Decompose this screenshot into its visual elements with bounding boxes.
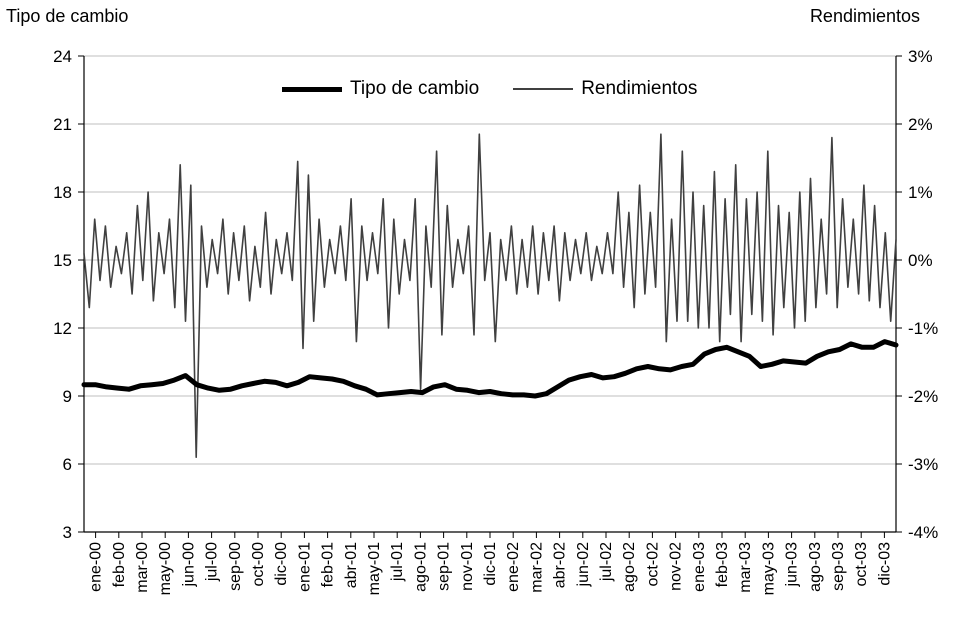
y-tick-label-right: 2% <box>908 115 933 134</box>
y-tick-label-left: 18 <box>53 183 72 202</box>
y-tick-label-right: 3% <box>908 47 933 66</box>
x-tick-label: abr-02 <box>552 542 569 588</box>
left-axis-title: Tipo de cambio <box>6 6 129 26</box>
x-tick-label: ago-02 <box>621 542 638 592</box>
x-tick-label: mar-02 <box>528 542 545 593</box>
x-tick-label: sep-01 <box>436 542 453 591</box>
x-tick-label: may-00 <box>157 542 174 595</box>
x-tick-label: jul-00 <box>204 542 221 582</box>
x-tick-label: jun-02 <box>575 542 592 588</box>
y-tick-label-right: 0% <box>908 251 933 270</box>
x-tick-label: jul-01 <box>389 542 406 582</box>
y-tick-label-left: 6 <box>63 455 72 474</box>
x-tick-label: feb-00 <box>111 542 128 587</box>
y-tick-label-right: -1% <box>908 319 938 338</box>
x-tick-label: ene-02 <box>505 542 522 592</box>
legend-label-tipo-de-cambio: Tipo de cambio <box>350 78 480 99</box>
x-tick-label: nov-02 <box>668 542 685 591</box>
y-tick-label-left: 24 <box>53 47 72 66</box>
x-tick-label: dic-00 <box>273 542 290 586</box>
legend: Tipo de cambio Rendimientos <box>282 78 697 100</box>
legend-label-rendimientos: Rendimientos <box>581 78 698 99</box>
x-tick-label: dic-03 <box>876 542 893 586</box>
y-tick-label-right: -2% <box>908 387 938 406</box>
x-tick-label: mar-03 <box>737 542 754 593</box>
y-tick-label-right: 1% <box>908 183 933 202</box>
x-tick-label: sep-00 <box>227 542 244 591</box>
y-tick-label-left: 9 <box>63 387 72 406</box>
x-tick-label: oct-03 <box>853 542 870 587</box>
x-tick-label: may-01 <box>366 542 383 595</box>
legend-swatch-thin <box>513 88 574 90</box>
x-tick-label: ago-01 <box>412 542 429 592</box>
x-tick-label: mar-00 <box>134 542 151 593</box>
legend-item-rendimientos: Rendimientos <box>513 78 697 100</box>
x-tick-label: jun-03 <box>784 542 801 588</box>
y-tick-label-left: 21 <box>53 115 72 134</box>
right-axis-title: Rendimientos <box>809 6 920 26</box>
y-tick-label-left: 3 <box>63 523 72 542</box>
x-tick-label: ago-03 <box>807 542 824 592</box>
x-tick-label: oct-02 <box>644 542 661 587</box>
x-tick-label: oct-00 <box>250 542 267 587</box>
x-tick-label: jul-02 <box>598 542 615 582</box>
x-tick-label: may-03 <box>760 542 777 595</box>
series-line-rendimientos <box>83 133 897 459</box>
x-tick-label: ene-03 <box>691 542 708 592</box>
x-tick-label: jun-00 <box>180 542 197 588</box>
x-tick-label: ene-01 <box>296 542 313 592</box>
x-tick-label: sep-03 <box>830 542 847 591</box>
x-tick-label: ene-00 <box>88 542 105 592</box>
legend-item-tipo-de-cambio: Tipo de cambio <box>282 78 479 100</box>
y-tick-label-left: 12 <box>53 319 72 338</box>
series-line-tipo-de-cambio <box>81 339 899 399</box>
x-tick-label: abr-01 <box>343 542 360 588</box>
x-tick-label: dic-01 <box>482 542 499 586</box>
x-tick-label: nov-01 <box>459 542 476 591</box>
x-tick-label: feb-01 <box>320 542 337 587</box>
legend-swatch-thick <box>282 86 342 92</box>
y-tick-label-right: -4% <box>908 523 938 542</box>
y-tick-label-right: -3% <box>908 455 938 474</box>
y-tick-label-left: 15 <box>53 251 72 270</box>
x-tick-label: feb-03 <box>714 542 731 587</box>
